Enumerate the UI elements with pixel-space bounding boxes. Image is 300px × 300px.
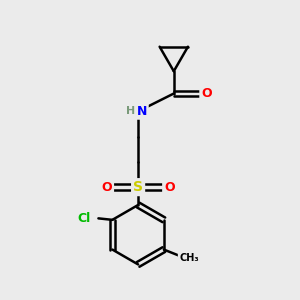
Text: N: N [136, 105, 147, 118]
Text: S: S [133, 180, 143, 194]
Text: Cl: Cl [77, 212, 91, 225]
Text: O: O [102, 181, 112, 194]
Text: O: O [201, 87, 212, 100]
Text: O: O [164, 181, 175, 194]
Text: H: H [126, 106, 135, 116]
Text: CH₃: CH₃ [179, 254, 199, 263]
